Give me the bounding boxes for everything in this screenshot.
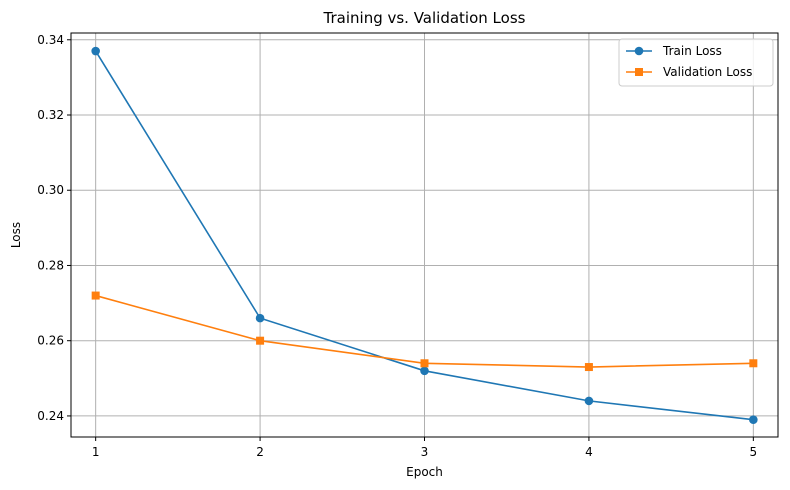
series-train [91, 46, 758, 424]
ticks: 1 2 3 4 5 0.24 0.26 0.28 0.30 0.32 0.34 [37, 33, 757, 459]
y-tick-label: 0.26 [37, 334, 64, 348]
series-validation-point [256, 336, 265, 345]
y-tick-label: 0.24 [37, 409, 64, 423]
series-layer [91, 46, 758, 424]
x-axis-label: Epoch [406, 465, 443, 479]
y-axis-label: Loss [9, 222, 23, 248]
y-tick-label: 0.34 [37, 33, 64, 47]
legend: Train Loss Validation Loss [618, 38, 774, 87]
y-tick-label: 0.32 [37, 108, 64, 122]
x-tick-label: 2 [256, 445, 264, 459]
x-tick-label: 4 [585, 445, 593, 459]
series-validation-point [420, 359, 429, 368]
series-validation [91, 291, 758, 372]
series-train-point [91, 46, 100, 56]
series-validation-point [91, 291, 100, 300]
legend-validation-marker [635, 68, 643, 76]
series-train-point [255, 313, 265, 323]
series-train-point [749, 415, 758, 424]
series-train-point [420, 366, 429, 376]
x-tick-label: 3 [421, 445, 429, 459]
series-train-point [584, 396, 594, 406]
y-tick-label: 0.28 [37, 258, 64, 272]
series-validation-point [584, 363, 593, 372]
y-tick-label: 0.30 [37, 183, 64, 197]
legend-validation-label: Validation Loss [663, 65, 752, 79]
x-tick-label: 5 [750, 445, 758, 459]
legend-train-marker [634, 46, 644, 56]
chart-title: Training vs. Validation Loss [323, 9, 526, 27]
legend-train-label: Train Loss [662, 44, 722, 58]
series-validation-point [749, 359, 758, 368]
legend-box [618, 38, 774, 87]
x-tick-label: 1 [92, 445, 100, 459]
